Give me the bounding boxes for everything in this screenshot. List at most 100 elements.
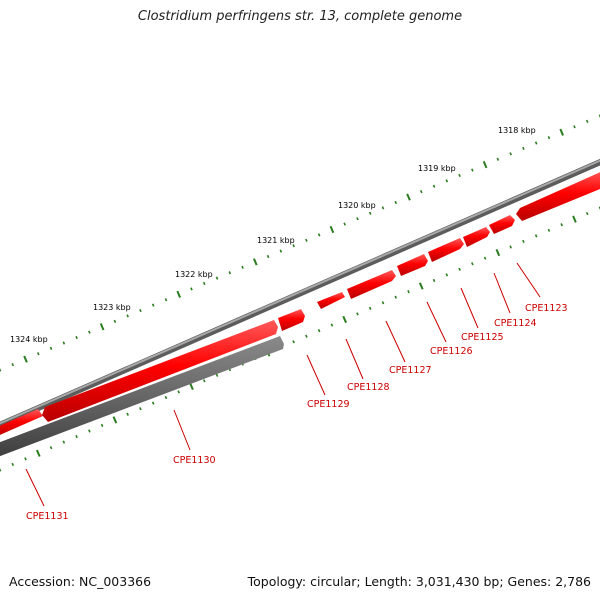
outer-minor-tick	[88, 330, 91, 334]
inner-minor-tick	[356, 312, 359, 316]
accession-label: Accession: NC_003366	[9, 574, 152, 589]
inner-minor-tick	[432, 278, 436, 283]
outer-minor-tick	[445, 179, 449, 183]
leader-cpe1125	[460, 287, 479, 329]
gene-label-cpe1123[interactable]: CPE1123	[525, 303, 568, 314]
leader-cpe1124	[493, 272, 511, 314]
leader-cpe1131	[25, 468, 45, 507]
leader-cpe1128	[345, 338, 364, 380]
inner-minor-tick	[139, 407, 142, 411]
gene-label-cpe1125[interactable]: CPE1125	[461, 332, 504, 343]
inner-minor-tick	[177, 390, 181, 394]
outer-minor-tick	[534, 141, 538, 145]
gene-arrow-cpe1127[interactable]	[347, 270, 396, 299]
outer-minor-tick	[11, 362, 15, 367]
outer-minor-tick	[419, 190, 423, 194]
gene-arrow-cpe1125[interactable]	[428, 238, 464, 262]
outer-minor-tick	[279, 249, 283, 253]
outer-major-tick	[406, 193, 411, 201]
inner-minor-tick	[483, 256, 487, 260]
outer-minor-tick	[62, 341, 66, 345]
outer-minor-tick	[496, 157, 500, 161]
gene-label-cpe1130[interactable]: CPE1130	[173, 455, 216, 466]
inner-minor-tick	[305, 334, 308, 338]
genome-backbone	[0, 158, 600, 429]
inner-minor-tick	[126, 412, 129, 416]
gene-label-cpe1124[interactable]: CPE1124	[494, 318, 537, 329]
kbp-label-1323: 1323 kbp	[93, 303, 131, 312]
outer-major-tick	[329, 225, 335, 234]
inner-minor-tick	[368, 306, 372, 310]
inner-minor-tick	[585, 211, 589, 216]
inner-minor-tick	[445, 273, 449, 277]
outer-minor-tick	[573, 125, 576, 129]
outer-minor-tick	[266, 254, 270, 259]
map-title: Clostridium perfringens str. 13, complet…	[137, 9, 463, 24]
gene-arrow-cpe1124[interactable]	[463, 227, 490, 247]
gene-label-cpe1127[interactable]: CPE1127	[389, 365, 432, 376]
outer-minor-tick	[317, 233, 321, 237]
inner-major-tick	[35, 449, 41, 457]
gene-label-cpe1129[interactable]: CPE1129	[307, 399, 350, 410]
kbp-label-1322: 1322 kbp	[175, 270, 213, 279]
outer-minor-tick	[113, 319, 117, 323]
outer-major-tick	[559, 128, 564, 136]
inner-minor-tick	[471, 262, 474, 266]
inner-minor-tick	[547, 228, 551, 232]
gene-arrow-cpe1131-a[interactable]	[0, 409, 43, 437]
outer-minor-tick	[228, 271, 232, 275]
gene-arrow-cpe1130[interactable]	[0, 336, 284, 458]
outer-minor-tick	[126, 314, 129, 318]
inner-major-tick	[495, 248, 501, 257]
inner-minor-tick	[330, 323, 334, 327]
gene-arrow-cpe1128[interactable]	[317, 292, 345, 309]
label-leaders	[25, 262, 541, 507]
gene-arrow-offscreen[interactable]	[516, 170, 600, 221]
inner-major-tick	[342, 315, 347, 324]
gene-arrow-cpe1131-b[interactable]	[42, 320, 278, 422]
outer-minor-tick	[394, 200, 398, 205]
outer-minor-tick	[343, 222, 346, 226]
genome-summary: Topology: circular; Length: 3,031,430 bp…	[247, 574, 591, 589]
leader-cpe1129	[306, 354, 326, 396]
kbp-label-1324: 1324 kbp	[10, 335, 48, 344]
inner-minor-tick	[62, 440, 66, 444]
inner-major-tick	[112, 416, 118, 424]
inner-minor-tick	[292, 340, 295, 344]
gene-label-cpe1131[interactable]: CPE1131	[26, 511, 69, 522]
outer-major-tick	[482, 161, 488, 169]
inner-minor-tick	[534, 234, 538, 238]
outer-minor-tick	[0, 368, 2, 372]
inner-minor-tick	[11, 462, 15, 467]
outer-minor-tick	[356, 217, 359, 221]
inner-major-tick	[189, 382, 194, 390]
outer-major-tick	[253, 258, 258, 266]
gene-label-cpe1128[interactable]: CPE1128	[347, 382, 390, 393]
inner-minor-tick	[560, 223, 563, 227]
outer-minor-tick	[522, 146, 525, 151]
outer-minor-tick	[305, 238, 308, 242]
inner-minor-tick	[88, 429, 91, 433]
inner-minor-tick	[100, 423, 104, 428]
leader-cpe1130	[173, 409, 191, 451]
outer-major-tick	[176, 290, 182, 298]
inner-minor-tick	[509, 245, 512, 249]
leader-cpe1127	[385, 320, 406, 363]
outer-minor-tick	[458, 173, 461, 178]
inner-minor-tick	[317, 329, 321, 333]
outer-minor-tick	[202, 281, 206, 286]
outer-minor-tick	[292, 244, 295, 248]
forward-genes	[0, 170, 600, 437]
inner-minor-tick	[407, 290, 410, 294]
gene-arrow-cpe1129[interactable]	[278, 309, 305, 331]
outer-minor-tick	[151, 303, 155, 307]
gene-arrow-cpe1123[interactable]	[489, 215, 515, 234]
outer-minor-tick	[164, 298, 168, 302]
gene-label-cpe1126[interactable]: CPE1126	[430, 346, 473, 357]
inner-minor-tick	[381, 301, 385, 305]
gene-labels: CPE1123 CPE1124 CPE1125 CPE1126 CPE1127 …	[26, 303, 568, 522]
outer-minor-tick	[432, 184, 436, 188]
gene-arrow-cpe1126[interactable]	[397, 254, 428, 276]
